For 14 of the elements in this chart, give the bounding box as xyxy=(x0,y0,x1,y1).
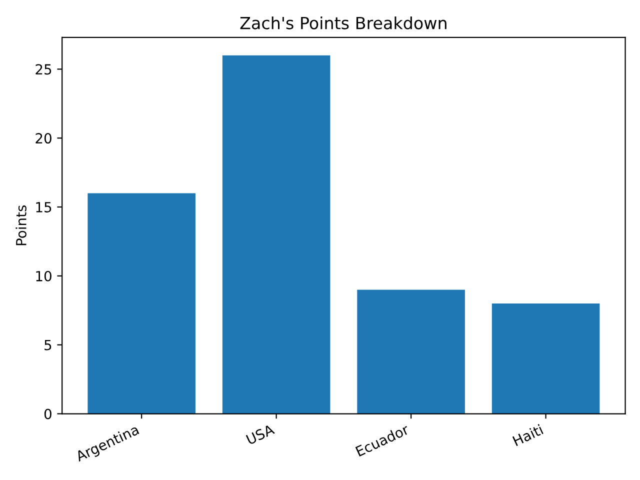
bar xyxy=(88,193,196,414)
chart-title: Zach's Points Breakdown xyxy=(240,16,446,30)
bar xyxy=(357,290,465,414)
y-tick-label: 5 xyxy=(44,340,52,350)
y-tick-label: 10 xyxy=(36,270,52,282)
bar xyxy=(492,303,600,414)
y-tick-label: 25 xyxy=(36,64,52,75)
y-axis-title: Points xyxy=(16,205,26,246)
bar xyxy=(222,55,330,414)
x-tick-label: Haiti xyxy=(512,424,544,446)
y-tick-label: 20 xyxy=(36,133,52,144)
x-tick-label: USA xyxy=(246,424,276,445)
y-tick-label: 15 xyxy=(36,202,52,212)
y-tick-label: 0 xyxy=(44,408,52,420)
